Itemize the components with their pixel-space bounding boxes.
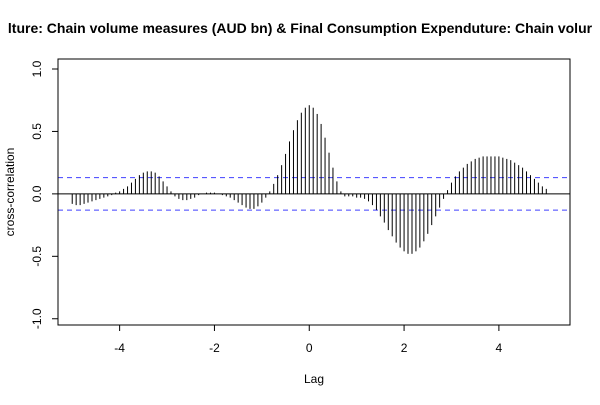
y-tick-label: 0.0 [30, 185, 44, 202]
x-axis-label: Lag [304, 372, 324, 386]
y-axis: -1.0 -0.5 0.0 0.5 1.0 [30, 60, 59, 329]
plot-frame [57, 58, 571, 326]
x-tick-label: 2 [401, 341, 408, 355]
y-tick-label: 0.5 [30, 123, 44, 140]
x-tick-label: 4 [496, 341, 503, 355]
ccf-spikes [71, 105, 547, 254]
x-axis: -4 -2 0 2 4 [114, 324, 503, 355]
x-tick-label: 0 [306, 341, 313, 355]
x-tick-label: -4 [114, 341, 125, 355]
chart-title: lture: Chain volume measures (AUD bn) & … [8, 20, 593, 36]
x-tick-label: -2 [209, 341, 220, 355]
y-tick-label: 1.0 [30, 60, 44, 77]
y-axis-label: cross-correlation [3, 148, 17, 237]
y-tick-label: -0.5 [30, 246, 44, 267]
y-tick-label: -1.0 [30, 308, 44, 329]
